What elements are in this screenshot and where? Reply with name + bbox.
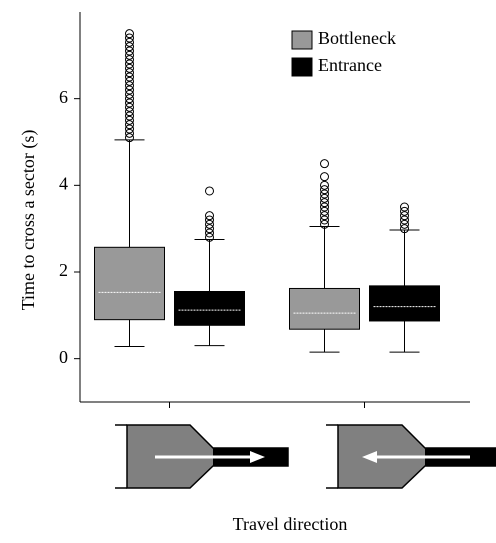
outlier <box>125 42 134 52</box>
outlier <box>125 46 134 56</box>
outlier <box>320 185 329 195</box>
outlier <box>125 59 134 69</box>
outlier <box>125 55 134 65</box>
outlier <box>320 189 329 199</box>
y-tick-label: 4 <box>59 173 68 193</box>
direction-icon-left <box>326 424 496 489</box>
outlier <box>125 98 134 108</box>
outlier <box>125 107 134 117</box>
outlier <box>125 115 134 125</box>
outlier <box>400 219 409 229</box>
arrow-head <box>362 451 377 463</box>
outlier <box>125 94 134 104</box>
y-tick-label: 0 <box>59 347 68 367</box>
outlier <box>205 232 214 242</box>
box <box>289 287 360 330</box>
outlier <box>125 50 134 60</box>
legend-swatch <box>291 30 313 50</box>
y-axis-label: Time to cross a sector (s) <box>18 130 39 311</box>
outlier <box>205 219 214 229</box>
outlier <box>125 76 134 86</box>
outlier <box>205 228 214 238</box>
outlier <box>320 159 329 169</box>
outlier <box>125 68 134 78</box>
outlier <box>320 215 329 225</box>
outlier <box>125 111 134 121</box>
outlier <box>125 124 134 134</box>
outlier <box>205 211 214 221</box>
y-tick-label: 2 <box>59 260 68 280</box>
box <box>94 246 165 321</box>
outlier <box>320 180 329 190</box>
outlier <box>125 120 134 130</box>
outlier <box>320 206 329 216</box>
outlier <box>320 198 329 208</box>
outlier <box>400 211 409 221</box>
outlier <box>125 128 134 138</box>
outlier <box>125 89 134 99</box>
outlier <box>125 37 134 47</box>
outlier <box>320 211 329 221</box>
outlier <box>125 72 134 82</box>
outlier <box>125 133 134 143</box>
outlier <box>400 215 409 225</box>
outlier <box>125 81 134 91</box>
legend-label: Bottleneck <box>318 28 396 48</box>
outlier <box>320 202 329 212</box>
outlier <box>205 186 214 196</box>
outlier <box>400 224 409 234</box>
legend-swatch <box>291 57 313 77</box>
arrow-head <box>250 451 265 463</box>
outlier <box>125 29 134 39</box>
outlier <box>320 193 329 203</box>
outlier <box>205 224 214 234</box>
outlier <box>205 215 214 225</box>
outlier <box>320 219 329 229</box>
direction-icon-right <box>115 424 289 489</box>
outlier <box>125 102 134 112</box>
x-axis-label: Travel direction <box>233 514 348 534</box>
outlier <box>125 63 134 73</box>
box <box>369 285 440 322</box>
y-tick-label: 6 <box>59 87 68 107</box>
outlier <box>400 202 409 212</box>
outlier <box>125 33 134 43</box>
outlier <box>125 85 134 95</box>
outlier <box>320 172 329 182</box>
box <box>174 291 245 326</box>
outlier <box>400 206 409 216</box>
legend-label: Entrance <box>318 55 382 75</box>
